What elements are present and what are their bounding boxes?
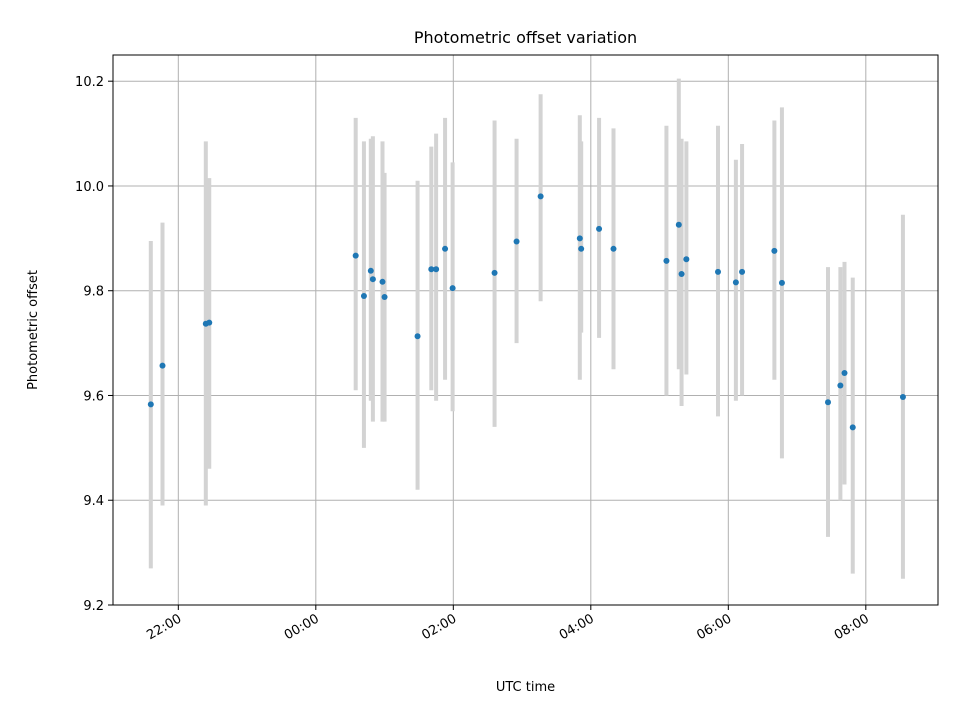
data-point (732, 279, 739, 286)
plot-frame (112, 54, 939, 606)
data-point (414, 333, 421, 340)
data-point (771, 247, 778, 254)
data-point (381, 294, 388, 300)
y-axis-label: Photometric offset (26, 270, 41, 390)
y-tick-label: 9.6 (83, 389, 104, 404)
data-point (360, 292, 367, 299)
data-point (369, 276, 376, 283)
data-point (837, 382, 844, 389)
x-axis-label: UTC time (496, 680, 555, 695)
data-point (352, 252, 359, 259)
data-points (147, 193, 906, 431)
data-point (663, 257, 670, 264)
data-point (449, 285, 456, 292)
data-point (841, 369, 848, 376)
data-point (379, 278, 386, 285)
y-tick-label: 10.2 (75, 75, 104, 90)
data-point (578, 245, 585, 252)
data-point (683, 256, 690, 263)
data-point (576, 235, 583, 242)
data-point (428, 266, 435, 273)
data-point (442, 245, 449, 252)
data-point (610, 245, 617, 252)
data-point (675, 221, 682, 228)
data-point (739, 268, 746, 275)
data-point (715, 268, 721, 275)
y-axis-ticks: 9.2 9.4 9.6 9.8 10.0 10.2 (75, 75, 113, 614)
data-point (899, 394, 906, 401)
chart-title: Photometric offset variation (414, 28, 637, 47)
data-point (537, 193, 544, 200)
y-tick-label: 9.8 (83, 285, 104, 300)
data-point (778, 279, 785, 286)
data-point (433, 266, 440, 273)
data-point (206, 319, 213, 326)
data-point (825, 399, 831, 406)
data-point (513, 238, 520, 245)
data-point (147, 401, 154, 408)
data-point (596, 225, 603, 232)
y-tick-label: 9.2 (83, 599, 104, 614)
y-tick-label: 9.4 (83, 494, 104, 509)
data-point (849, 424, 856, 431)
data-point (367, 267, 374, 274)
y-tick-label: 10.0 (75, 180, 104, 195)
data-point (491, 269, 498, 276)
data-point (678, 270, 685, 277)
data-point (159, 362, 166, 369)
